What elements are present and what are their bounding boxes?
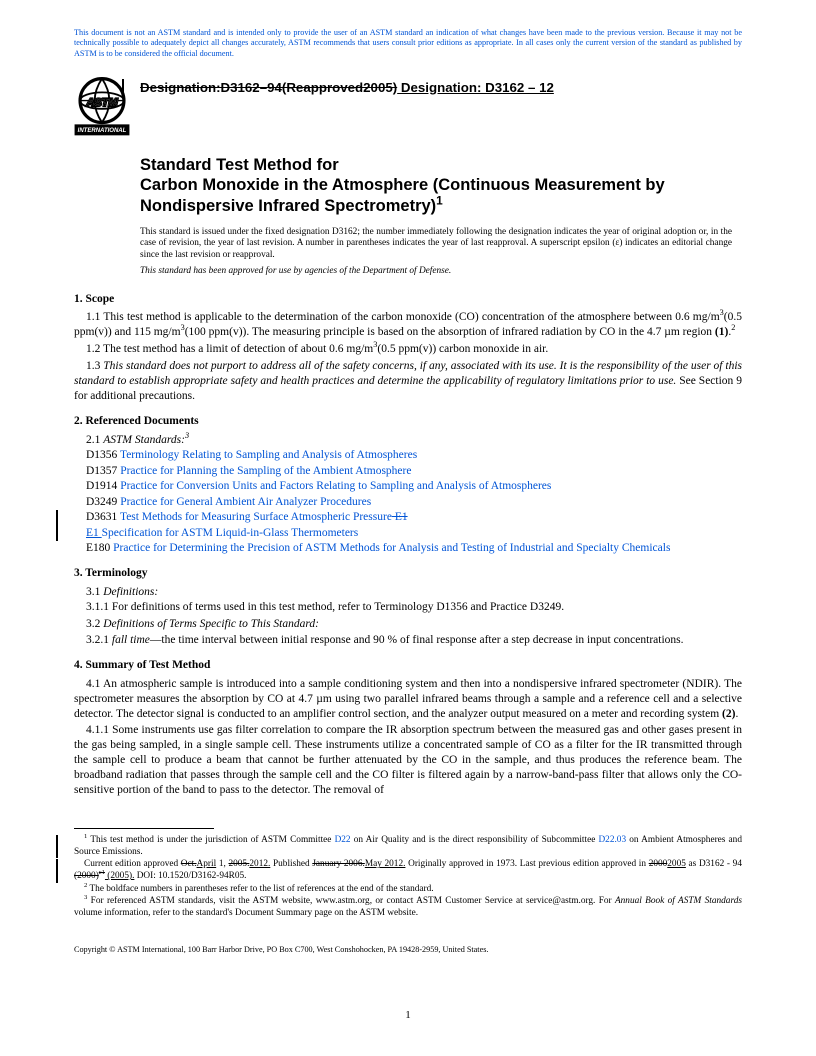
ref-e1-new: E1 Specification for ASTM Liquid-in-Glas… [74,526,742,541]
top-disclaimer: This document is not an ASTM standard an… [74,28,742,59]
subcommittee-link[interactable]: D22.03 [598,835,626,845]
ref-e180: E180 Practice for Determining the Precis… [74,541,742,556]
para-3-1: 3.1 Definitions: [74,585,742,600]
ref-link[interactable]: Specification for ASTM Liquid-in-Glass T… [102,527,359,539]
ref-link[interactable]: Terminology Relating to Sampling and Ana… [120,449,417,461]
title-footnote-ref: 1 [436,194,443,208]
para-2-1: 2.1 ASTM Standards:3 [74,433,742,448]
para-1-3: 1.3 This standard does not purport to ad… [74,359,742,404]
svg-text:ASTM: ASTM [85,97,118,109]
ref-d1914: D1914 Practice for Conversion Units and … [74,479,742,494]
section-3-title: 3. Terminology [74,566,742,581]
designation-new: Designation: D3162 – 12 [397,80,554,95]
page-number: 1 [0,1008,816,1022]
para-3-2-1: 3.2.1 fall time—the time interval betwee… [74,633,742,648]
ref-link[interactable]: Practice for General Ambient Air Analyze… [120,496,371,508]
title-line-2: Carbon Monoxide in the Atmosphere (Conti… [140,176,665,215]
ref-link[interactable]: Test Methods for Measuring Surface Atmos… [120,511,392,523]
para-3-2: 3.2 Definitions of Terms Specific to Thi… [74,617,742,632]
dod-approval-note: This standard has been approved for use … [140,265,742,277]
para-4-1-1: 4.1.1 Some instruments use gas filter co… [74,723,742,798]
header-row: ASTM ASTM INTERNATIONAL Designation:D316… [74,75,742,139]
designation-line: Designation:D3162–94(Reapproved2005) Des… [140,79,554,96]
copyright-line: Copyright © ASTM International, 100 Barr… [74,945,742,956]
footnote-3: 3 For referenced ASTM standards, visit t… [74,896,742,919]
section-2-title: 2. Referenced Documents [74,414,742,429]
section-4-title: 4. Summary of Test Method [74,658,742,673]
footnote-1: 1 This test method is under the jurisdic… [74,835,742,858]
issuance-note: This standard is issued under the fixed … [140,227,732,262]
ref-d1357: D1357 Practice for Planning the Sampling… [74,464,742,479]
designation-old: Designation:D3162–94(Reapproved2005) [140,80,397,95]
para-3-1-1: 3.1.1 For definitions of terms used in t… [74,600,742,615]
committee-link[interactable]: D22 [335,835,351,845]
footnote-rule [74,828,214,829]
para-4-1: 4.1 An atmospheric sample is introduced … [74,677,742,722]
standard-title: Standard Test Method for Carbon Monoxide… [140,155,742,217]
para-1-1: 1.1 This test method is applicable to th… [74,310,742,340]
ref-d1356: D1356 Terminology Relating to Sampling a… [74,448,742,463]
ref-link[interactable]: Practice for Conversion Units and Factor… [120,480,551,492]
footnote-2: 2 The boldface numbers in parentheses re… [74,884,742,896]
ref-d3249: D3249 Practice for General Ambient Air A… [74,495,742,510]
ref-strike-e1: E1 [392,511,408,523]
para-1-2: 1.2 The test method has a limit of detec… [74,342,742,357]
svg-text:INTERNATIONAL: INTERNATIONAL [78,128,127,134]
title-line-1: Standard Test Method for [140,156,339,174]
ref-link[interactable]: Practice for Determining the Precision o… [113,542,670,554]
ref-link[interactable]: Practice for Planning the Sampling of th… [120,465,411,477]
ref-d3631: D3631 Test Methods for Measuring Surface… [74,510,742,525]
footnote-1-edition: Current edition approved Oct.April 1, 20… [74,859,742,882]
section-1-title: 1. Scope [74,292,742,307]
